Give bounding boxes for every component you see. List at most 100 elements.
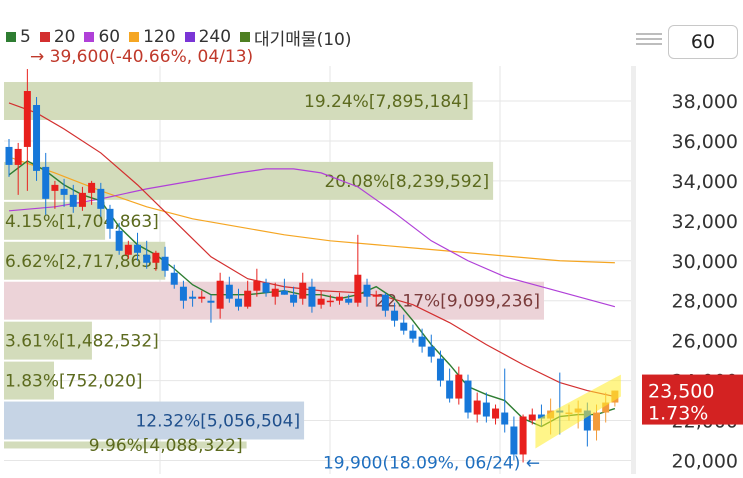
candle-body	[5, 146, 13, 165]
candle-body	[244, 290, 252, 307]
candle-body	[225, 284, 233, 299]
trend-highlight	[535, 374, 621, 449]
candle-body	[473, 400, 481, 415]
candle-body	[33, 104, 41, 171]
candle-body	[152, 252, 160, 263]
volume-profile-label: 4.15%[1,704,863]	[5, 212, 159, 232]
period-input[interactable]: 60	[668, 25, 738, 59]
candle-body	[299, 282, 307, 299]
candle-body	[42, 166, 50, 199]
legend-label-ma60: 60	[98, 27, 121, 47]
candle-body	[207, 300, 215, 303]
volume-profile-label: 9.96%[4,088,322]	[89, 436, 243, 456]
y-tick-label: 26,000	[672, 331, 738, 353]
volume-profile-bar	[4, 281, 544, 320]
ma60-line	[8, 168, 616, 308]
candle-body	[308, 286, 316, 307]
candle-body	[372, 294, 380, 297]
candle-body	[593, 412, 601, 431]
legend-ma20[interactable]: 20	[39, 27, 76, 47]
candle-body	[170, 272, 178, 285]
candle-body	[482, 402, 490, 417]
legend-volume-profile[interactable]: 대기매물(10)	[240, 25, 351, 50]
legend-ma120[interactable]: 120	[129, 27, 176, 47]
y-tick-label: 34,000	[672, 171, 738, 193]
candle-body	[519, 416, 527, 455]
legend-swatch-ma60	[84, 32, 95, 42]
volume-profile-label: 19.24%[7,895,184]	[304, 92, 469, 112]
candle-body	[446, 380, 454, 399]
volume-profile-bar	[4, 82, 473, 120]
volume-profile-label: 12.32%[5,056,504]	[135, 412, 300, 432]
menu-icon-bar	[636, 33, 662, 35]
legend-ma60[interactable]: 60	[84, 27, 120, 47]
candle-body	[436, 358, 444, 381]
legend-label-volume-profile: 대기매물(10)	[254, 29, 352, 50]
legend-swatch-ma20	[39, 32, 50, 42]
candle-body	[88, 182, 96, 193]
legend-label-ma20: 20	[53, 27, 76, 47]
legend-swatch-ma240	[184, 32, 195, 42]
legend-label-ma120: 120	[143, 27, 176, 47]
y-tick-label: 36,000	[672, 131, 738, 153]
legend-label-ma240: 240	[198, 27, 232, 47]
chart-legend: 5 20 60 120 240 대기매물(10)	[6, 25, 351, 50]
candle-body	[455, 374, 463, 399]
menu-icon-bar	[636, 43, 662, 45]
candle-body	[510, 426, 518, 455]
low-price-note: 19,900(18.09%, 06/24) ←	[323, 453, 540, 473]
candle-body	[235, 298, 242, 307]
candle-body	[134, 244, 142, 253]
candle-body	[427, 346, 435, 357]
candle-body	[354, 274, 362, 303]
candle-body	[69, 194, 77, 207]
legend-label-ma5: 5	[20, 27, 31, 47]
price-axis: 38,000 36,000 34,000 32,000 30,000 28,000 26,0…	[672, 91, 738, 472]
axis-separator	[631, 66, 636, 474]
candle-body	[317, 298, 325, 305]
candle-body	[381, 294, 389, 311]
candle-body	[271, 288, 279, 297]
candle-body	[216, 280, 224, 309]
legend-ma240[interactable]: 240	[184, 27, 232, 47]
candle-body	[326, 300, 334, 303]
candle-body	[335, 296, 343, 301]
y-tick-label: 28,000	[672, 291, 738, 313]
current-price-box	[642, 374, 743, 425]
volume-profile-label: 6.62%[2,717,863]	[5, 252, 159, 272]
y-tick-label: 32,000	[672, 211, 738, 233]
y-tick-label: 30,000	[672, 251, 738, 273]
volume-profile-bar	[4, 441, 247, 449]
candle-body	[583, 410, 591, 431]
candle-body	[60, 188, 68, 195]
high-price-note: → 39,600(-40.66%, 04/13)	[30, 47, 254, 67]
legend-ma5[interactable]: 5	[6, 27, 31, 47]
volume-profile-bar	[4, 321, 92, 360]
candle-body	[115, 230, 123, 251]
candle-body	[391, 310, 399, 321]
legend-swatch-ma5	[6, 32, 16, 42]
candle-body	[106, 208, 114, 229]
y-tick-label: 38,000	[672, 91, 738, 113]
volume-profile-bar	[4, 401, 305, 440]
candle-body	[528, 414, 536, 421]
candle-body	[253, 280, 261, 291]
candle-body	[51, 184, 59, 191]
ma120-line	[8, 156, 615, 264]
candle-body	[464, 380, 472, 413]
candle-body	[290, 294, 298, 303]
candle-body	[409, 330, 417, 339]
candle-body	[363, 284, 371, 297]
menu-icon[interactable]	[636, 30, 662, 52]
volume-profile: 19.24%[7,895,184] 20.08%[8,239,592] 4.15%[…	[4, 82, 544, 456]
candle-body	[492, 408, 500, 419]
candle-body	[501, 412, 509, 425]
candle-body	[602, 402, 610, 413]
y-tick-label: 20,000	[672, 450, 738, 472]
candle-body	[97, 188, 105, 209]
candle-body	[280, 290, 288, 295]
legend-swatch-ma120	[129, 32, 140, 42]
candle-body	[14, 148, 22, 165]
candle-body	[198, 296, 206, 299]
